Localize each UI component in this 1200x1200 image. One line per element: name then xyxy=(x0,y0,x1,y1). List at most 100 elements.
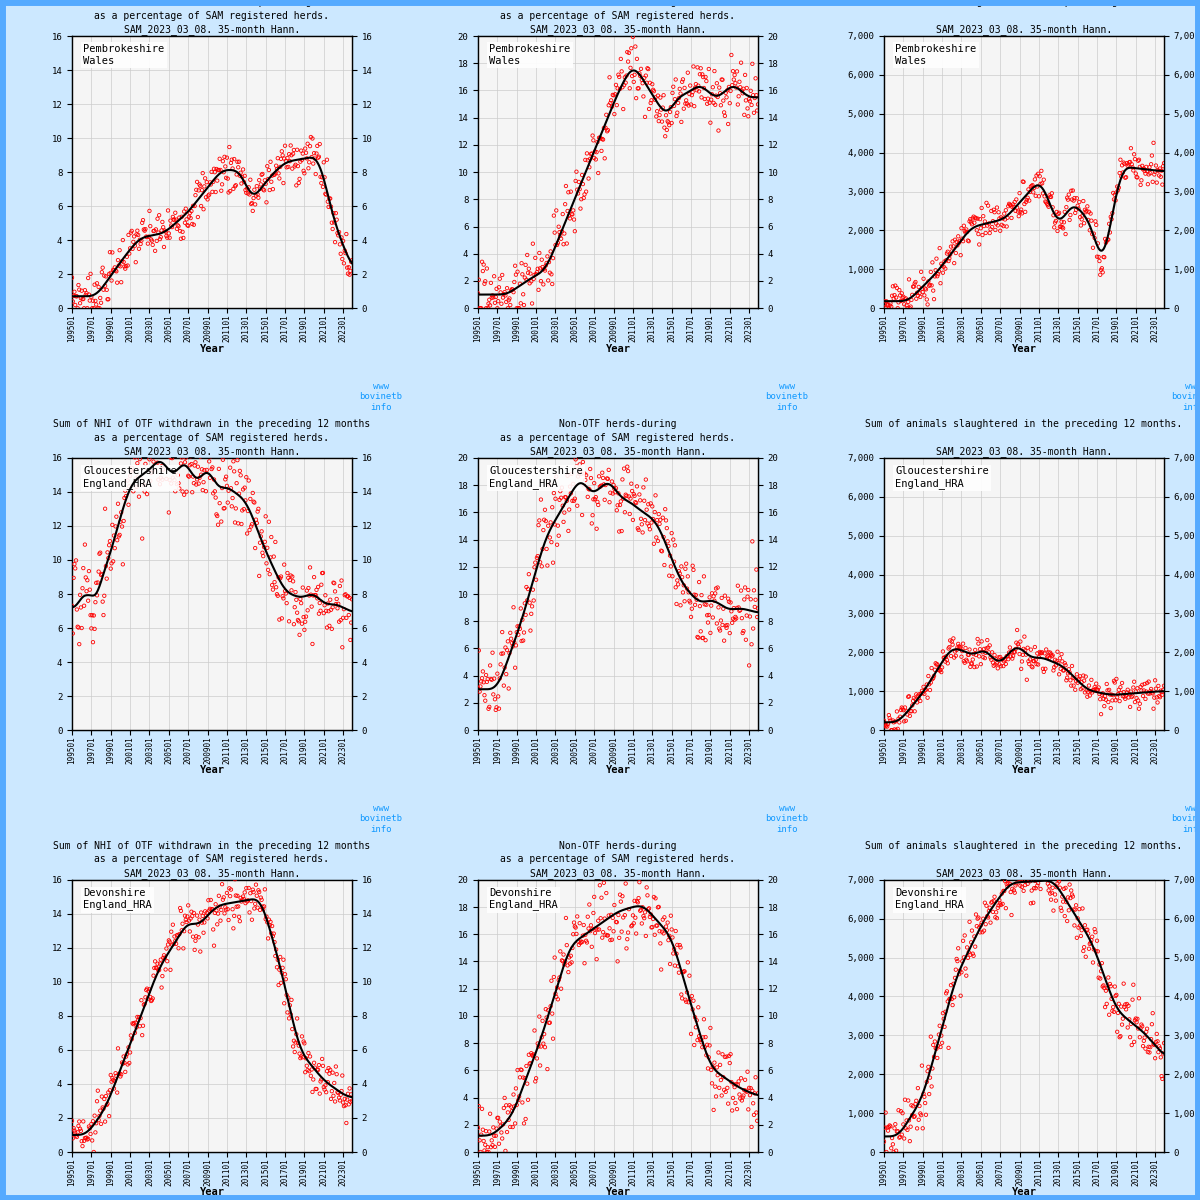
Point xyxy=(570,455,589,474)
Point xyxy=(638,60,658,79)
Point xyxy=(998,197,1018,216)
Point xyxy=(510,1087,529,1106)
Point xyxy=(113,554,132,574)
Point xyxy=(325,212,344,232)
Point xyxy=(582,937,601,956)
Point xyxy=(170,437,190,456)
Point xyxy=(724,70,743,89)
Point xyxy=(634,523,653,542)
Point xyxy=(559,521,578,540)
Point xyxy=(143,461,162,480)
Point xyxy=(288,1009,307,1028)
Point xyxy=(1062,656,1081,676)
Point xyxy=(913,282,932,301)
Point xyxy=(587,487,606,506)
Point xyxy=(1111,684,1130,703)
Point xyxy=(485,293,504,312)
Point xyxy=(149,223,168,242)
Point xyxy=(689,76,708,95)
Point xyxy=(317,601,336,620)
Point xyxy=(888,1122,907,1141)
Point xyxy=(739,90,758,109)
Point xyxy=(155,440,174,460)
Point xyxy=(1084,953,1103,972)
Point xyxy=(632,914,652,934)
Point xyxy=(1034,187,1054,206)
Point xyxy=(880,295,899,314)
Point xyxy=(125,227,144,246)
Point xyxy=(550,491,569,510)
Point xyxy=(114,252,133,271)
Point xyxy=(644,887,664,906)
Point xyxy=(964,944,983,964)
Point xyxy=(122,239,142,258)
Point xyxy=(133,529,152,548)
Point xyxy=(1098,680,1117,700)
Point xyxy=(290,1049,310,1068)
Point xyxy=(522,294,541,313)
Point xyxy=(300,1046,319,1066)
Point xyxy=(542,1004,562,1024)
Point xyxy=(1135,161,1154,180)
Point xyxy=(887,702,906,721)
Point xyxy=(520,593,539,612)
Point xyxy=(1004,881,1024,900)
Point xyxy=(934,263,953,282)
Point xyxy=(566,172,586,191)
Point xyxy=(995,204,1014,223)
Point xyxy=(1145,164,1164,184)
Point xyxy=(732,82,751,101)
Point xyxy=(284,614,304,634)
Point xyxy=(134,220,154,239)
Point xyxy=(892,701,911,720)
Point xyxy=(1060,662,1079,682)
Point xyxy=(300,137,319,156)
Point xyxy=(584,149,604,168)
Point xyxy=(536,511,556,530)
Point xyxy=(881,294,900,313)
Point xyxy=(230,461,250,480)
Point xyxy=(1055,661,1074,680)
Point xyxy=(541,512,560,532)
Point xyxy=(1132,170,1151,190)
Point xyxy=(305,1058,324,1078)
Point xyxy=(145,446,164,466)
Point xyxy=(1117,995,1136,1014)
Point xyxy=(622,474,641,493)
Point xyxy=(86,295,106,314)
Point xyxy=(726,73,745,92)
Point xyxy=(1136,164,1156,184)
Point xyxy=(251,900,270,919)
Point xyxy=(222,497,241,516)
Point xyxy=(971,210,990,229)
Point xyxy=(667,935,686,954)
Point xyxy=(214,151,233,170)
Point xyxy=(978,638,997,658)
Point xyxy=(1102,698,1121,718)
Point xyxy=(648,532,667,551)
Point xyxy=(220,138,239,157)
Point xyxy=(965,214,984,233)
Point xyxy=(233,167,252,186)
Point xyxy=(292,594,311,613)
Point xyxy=(994,656,1013,676)
Point xyxy=(577,932,596,952)
Point xyxy=(96,557,115,576)
Point xyxy=(737,91,756,110)
Point xyxy=(316,185,335,204)
Point xyxy=(96,1086,115,1105)
Point xyxy=(270,169,289,188)
Point xyxy=(1020,868,1039,887)
Point xyxy=(1076,667,1096,686)
Point xyxy=(646,889,665,908)
Point xyxy=(78,1130,97,1150)
Point xyxy=(908,1079,928,1098)
Point xyxy=(905,274,924,293)
Point xyxy=(680,593,700,612)
Point xyxy=(524,590,544,610)
Point xyxy=(559,962,578,982)
Point xyxy=(934,642,953,661)
Point xyxy=(1118,680,1138,700)
Point xyxy=(578,169,598,188)
Point xyxy=(500,643,520,662)
